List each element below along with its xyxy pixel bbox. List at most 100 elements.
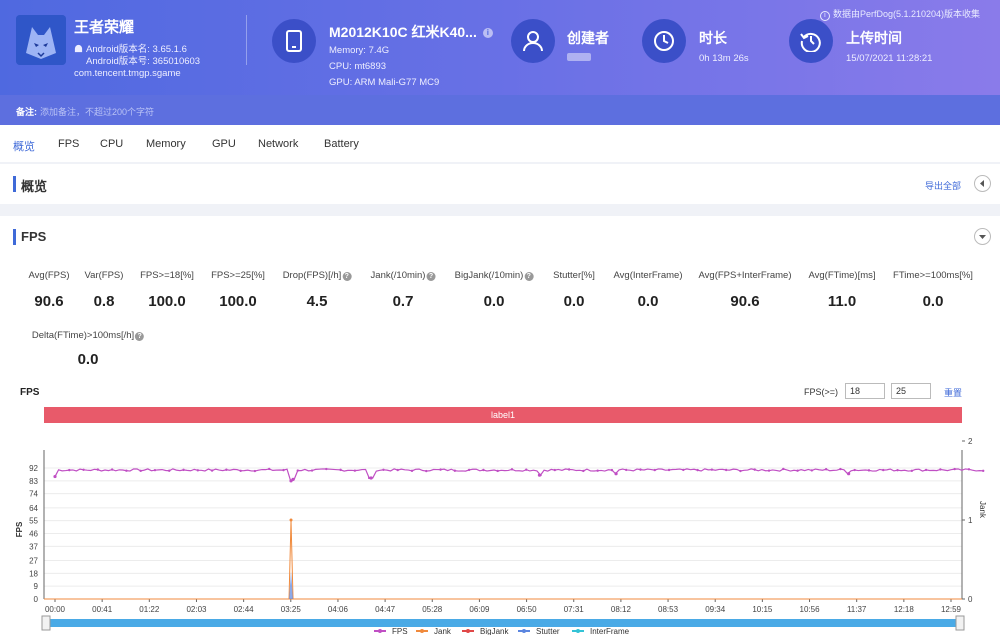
y-tick-label: 83 [29,477,38,486]
x-tick-label: 05:28 [422,605,443,614]
fps-point [953,467,956,471]
tab-gpu[interactable]: GPU [212,138,236,150]
fps-chart[interactable]: 0 9 18 27 37 46 55 64 74 83 92 0 1 2 FPS Jank 00:00 00:41… [0,423,1000,635]
tab-battery[interactable]: Battery [324,138,359,150]
device-gpu: GPU: ARM Mali-G77 MC9 [329,77,440,88]
fps-point [125,469,128,472]
x-tick-label: 02:44 [234,605,255,614]
tab-bar: 概览 FPS CPU Memory GPU Network Battery [0,125,1000,162]
fps-point [739,469,742,473]
export-all-link[interactable]: 导出全部 [925,181,962,191]
fps-threshold-2-input[interactable] [891,383,931,399]
fps-point [225,468,228,471]
creator-label: 创建者 [567,30,609,46]
y-tick-label: 64 [29,504,38,513]
stat-value: 0.0 [77,351,99,368]
note-label: 备注: [16,107,37,117]
help-icon[interactable]: ? [135,332,145,341]
note-input[interactable]: 添加备注，不超过200个字符 [40,107,155,117]
fps-point [482,468,485,472]
stat-label: Avg(FTime)[ms] [808,270,876,281]
device-name: M2012K10C 红米K40... i [329,22,493,42]
collapse-fps-button[interactable] [974,228,991,245]
fps-point [110,468,114,471]
fps-dip-point [53,474,57,479]
fps-point [653,468,656,472]
x-tick-label: 12:18 [894,605,915,614]
collapse-overview-button[interactable] [974,175,991,192]
reset-link[interactable]: 重置 [944,388,963,398]
app-name: 王者荣耀 [74,19,135,36]
x-tick-label: 06:09 [469,605,490,614]
fps-point [467,468,471,472]
fps-point [882,468,885,472]
legend-marker [466,629,470,633]
fps-point [68,468,71,472]
fps-section-title: FPS [21,229,47,244]
device-info-icon[interactable]: i [482,28,493,38]
stat-value: 0.8 [93,293,115,310]
fps-dip-point [369,476,373,480]
fps-threshold-label: FPS(>=) [804,387,839,397]
label-band[interactable]: label1 [44,407,962,423]
help-icon[interactable]: ? [426,272,436,281]
overview-section: 概览 导出全部 [0,164,1000,204]
y-axis-label: FPS [15,521,24,537]
y-tick-label: 27 [29,557,38,566]
fps-point [896,469,899,472]
help-icon[interactable]: ? [524,272,534,281]
tab-memory[interactable]: Memory [146,138,186,150]
fps-point [96,468,100,471]
x-tick-label: 07:31 [564,605,585,614]
stat-value: 100.0 [148,293,186,310]
stat-value: 0.0 [483,293,505,310]
y-tick-label: 55 [29,517,38,526]
tab-fps[interactable]: FPS [58,138,80,150]
fps-point [682,468,685,472]
chevron-down-icon [979,235,986,239]
fps-point [839,467,842,471]
zoom-slider-track [44,619,962,627]
fps-point [396,468,399,472]
fps-point [810,469,814,472]
upload-time-label: 上传时间 [846,30,902,46]
x-tick-label: 10:15 [752,605,773,614]
fps-point [425,469,428,473]
stat-label: Avg(FPS+InterFrame) [698,270,792,281]
legend-label: Jank [434,627,452,635]
fps-point [967,468,971,471]
x-tick-label: 11:37 [847,605,867,614]
fps-threshold-1-input[interactable] [845,383,885,399]
y-tick-label: 18 [29,569,38,578]
legend-marker [522,629,526,633]
stutter-spike [289,571,294,599]
fps-point [939,468,942,471]
legend-marker [576,629,580,633]
fps-dip-point [537,473,542,477]
y-tick-label: 37 [29,542,38,551]
fps-point [753,468,756,471]
stat-value: 90.6 [34,293,64,310]
x-tick-label: 06:50 [517,605,538,614]
upload-time-value: 15/07/2021 11:28:21 [846,53,933,64]
stat-label: Var(FPS) [84,270,124,281]
overview-title: 概览 [21,179,48,194]
stat-label: Delta(FTime)>100ms[/h]? [32,330,145,341]
report-header: 王者荣耀 Android版本名: 3.65.1.6 Android版本号: 36… [0,0,1000,95]
legend-label: BigJank [480,627,509,635]
package-name: com.tencent.tmgp.sgame [74,68,181,79]
stat-label: BigJank(/10min)? [455,270,534,281]
y-tick-label: 0 [34,595,39,604]
chevron-left-icon [980,180,984,187]
tab-overview[interactable]: 概览 [13,141,35,153]
duration-label: 时长 [699,30,727,46]
stat-value: 4.5 [306,293,328,310]
tab-network[interactable]: Network [258,138,299,150]
fps-point [253,469,257,473]
x-tick-label: 08:12 [611,605,632,614]
tab-cpu[interactable]: CPU [100,138,124,150]
help-icon[interactable]: ? [342,272,352,281]
y-tick-label: 9 [34,582,39,591]
fps-point [767,469,771,472]
zoom-slider-handle-left [41,615,51,631]
